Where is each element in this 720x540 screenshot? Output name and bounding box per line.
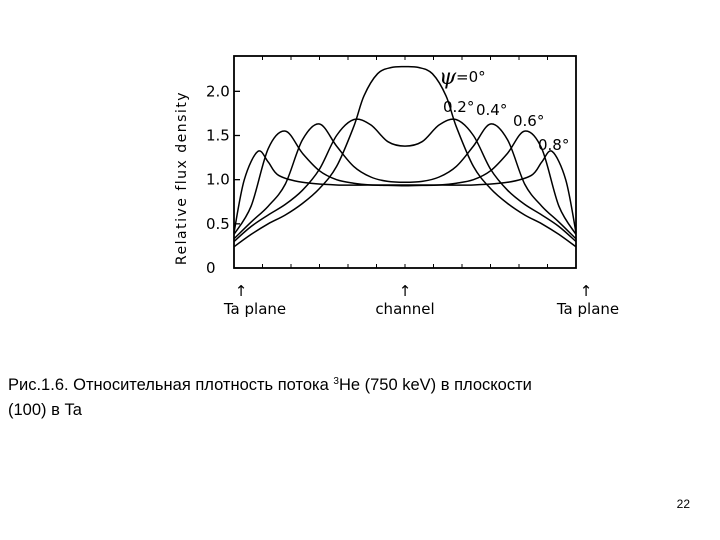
caption-isotope-mass: 3 xyxy=(333,376,339,387)
position-arrow-1: ↑ xyxy=(399,282,412,300)
series-label-1: 0.2° xyxy=(443,98,474,116)
caption-line2: (100) в Ta xyxy=(8,401,82,419)
psi-symbol: ψ xyxy=(439,65,457,90)
series-label-2: 0.4° xyxy=(476,101,507,119)
plot-border-ticks xyxy=(262,56,548,268)
caption-suffix: He (750 keV) в плоскости xyxy=(338,376,532,394)
series-layer xyxy=(233,65,577,248)
y-tick-label-4: 2.0 xyxy=(206,82,230,100)
position-arrow-2: ↑ xyxy=(580,282,593,300)
series-label-0: =0° xyxy=(456,68,486,86)
figure-caption: Рис.1.6. Относительная плотность потока … xyxy=(8,369,713,423)
series-label-3: 0.6° xyxy=(513,112,544,130)
series-line-0 xyxy=(233,65,577,248)
series-line-3 xyxy=(233,130,577,235)
y-axis-label: Relative flux density xyxy=(174,91,190,265)
position-label-0: Ta plane xyxy=(223,300,286,318)
y-tick-label-3: 1.5 xyxy=(206,127,230,145)
position-label-2: Ta plane xyxy=(556,300,619,318)
series-line-4 xyxy=(233,150,577,233)
y-tick-label-0: 0 xyxy=(206,259,216,277)
series-line-2 xyxy=(233,123,577,240)
plot-frame xyxy=(233,55,577,269)
y-tick-label-2: 1.0 xyxy=(206,171,230,189)
x-position-labels: ↑Ta plane↑channel↑Ta plane xyxy=(223,282,619,318)
series-label-4: 0.8° xyxy=(538,136,569,154)
y-axis-ticks: 0 0.5 1.0 1.5 2.0 xyxy=(206,82,240,277)
plot-area xyxy=(233,55,577,269)
position-arrow-0: ↑ xyxy=(235,282,248,300)
y-tick-label-1: 0.5 xyxy=(206,215,230,233)
position-label-1: channel xyxy=(375,300,434,318)
page-number: 22 xyxy=(676,497,690,511)
series-line-1 xyxy=(233,118,577,243)
caption-prefix: Рис.1.6. Относительная плотность потока xyxy=(8,376,334,394)
series-annotations: ψ =0° 0.2° 0.4° 0.6° 0.8° xyxy=(439,65,569,154)
